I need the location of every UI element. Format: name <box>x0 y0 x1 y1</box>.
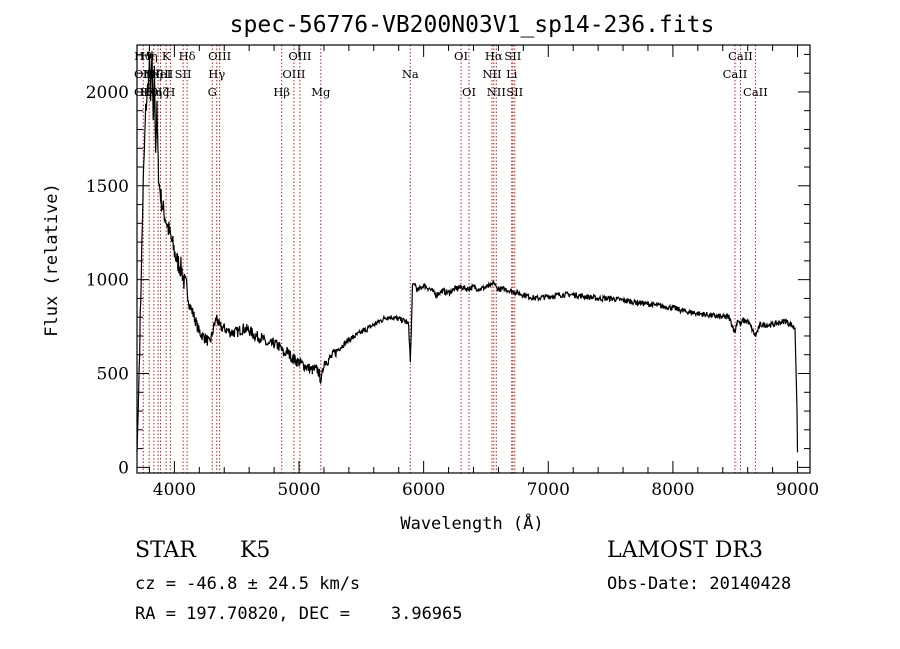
observation-date: Obs-Date: 20140428 <box>607 574 792 594</box>
line-label: SII <box>506 85 523 99</box>
line-label: Mg <box>311 85 331 99</box>
spectral-line-markers <box>142 45 756 473</box>
line-label: Li <box>506 67 518 81</box>
line-label: Hα <box>485 49 503 63</box>
x-tick-label: 5000 <box>277 480 320 500</box>
x-axis-label: Wavelength (Å) <box>400 512 543 534</box>
survey-name: LAMOST DR3 <box>607 538 763 563</box>
spectrum-line <box>136 51 799 453</box>
object-class: STAR <box>135 538 196 563</box>
line-label: SII <box>504 49 521 63</box>
y-tick-label: 500 <box>97 365 129 385</box>
y-tick-label: 0 <box>118 458 129 478</box>
line-label: OIII <box>282 67 305 81</box>
line-label: Hβ <box>273 85 290 99</box>
line-label: Hδ <box>179 49 196 63</box>
line-label: Hζ <box>152 85 168 99</box>
y-tick-label: 2000 <box>86 83 129 103</box>
line-label: K <box>162 49 171 63</box>
object-subclass: K5 <box>240 538 271 563</box>
axis-tick-labels: 4000 5000 6000 7000 8000 9000 0 500 1000 1500 2000 <box>86 83 819 500</box>
line-label: H <box>165 85 175 99</box>
plot-frame <box>136 44 811 474</box>
redshift-cz: cz = -46.8 ± 24.5 km/s <box>135 574 361 594</box>
y-tick-label: 1000 <box>86 271 129 291</box>
axis-ticks <box>137 45 810 473</box>
x-tick-label: 9000 <box>776 480 819 500</box>
line-label: CaII <box>743 85 768 99</box>
x-tick-label: 8000 <box>651 480 694 500</box>
line-label: CaII <box>728 49 753 63</box>
line-label: OI <box>462 85 476 99</box>
chart-title: spec-56776-VB200N03V1_sp14-236.fits <box>230 12 715 38</box>
line-label: OI <box>454 49 468 63</box>
line-label: HeI <box>150 67 171 81</box>
line-label: OIII <box>288 49 311 63</box>
y-tick-label: 1500 <box>86 177 129 197</box>
line-label: NII <box>487 85 506 99</box>
line-label: OII <box>134 67 153 81</box>
line-label: CaII <box>723 67 748 81</box>
sky-coordinates: RA = 197.70820, DEC = 3.96965 <box>135 604 463 624</box>
line-label: SII <box>175 67 192 81</box>
line-label: Hγ <box>208 67 225 81</box>
line-label: NII <box>482 67 501 81</box>
x-tick-label: 7000 <box>527 480 570 500</box>
y-axis-label: Flux (relative) <box>42 183 62 337</box>
line-label: G <box>208 85 217 99</box>
line-label: Hϑ <box>134 49 152 63</box>
x-tick-label: 4000 <box>153 480 196 500</box>
line-label: OIII <box>208 49 231 63</box>
line-label: Na <box>402 67 419 81</box>
x-tick-label: 6000 <box>402 480 445 500</box>
